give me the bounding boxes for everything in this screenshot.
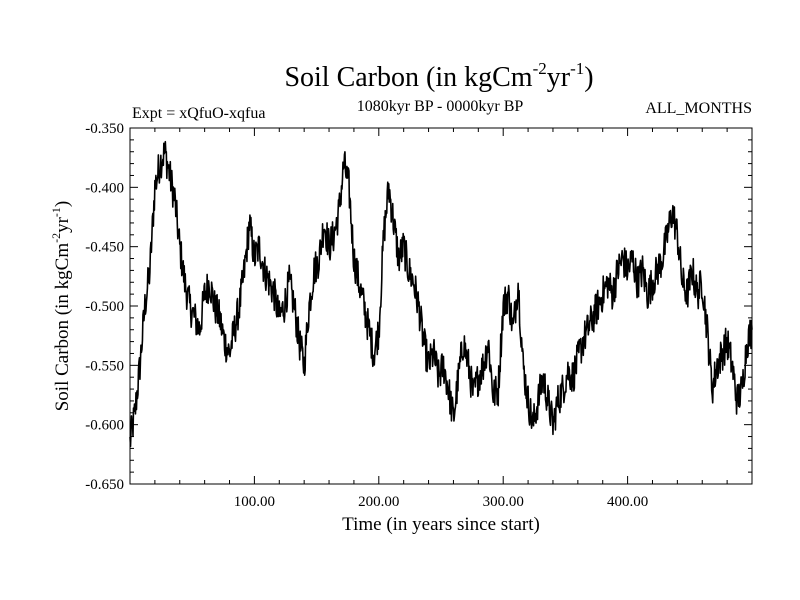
y-tick-label: -0.500: [85, 299, 124, 315]
plot-frame: [129, 127, 753, 485]
y-axis-label: Soil Carbon (in kgCm-2yr-1): [49, 201, 73, 412]
experiment-label: Expt = xQfuO-xqfua: [132, 105, 265, 122]
y-tick-label: -0.450: [85, 240, 124, 256]
y-tick-label: -0.550: [85, 358, 124, 374]
x-tick-label: 100.00: [234, 494, 275, 510]
series-group: [129, 140, 753, 448]
x-axis-label: Time (in years since start): [342, 514, 540, 535]
x-tick-label: 200.00: [358, 494, 399, 510]
period-label: 1080kyr BP - 0000kyr BP: [357, 98, 524, 115]
x-axis-ticks: 100.00 200.00 300.00 400.00: [154, 128, 728, 510]
y-tick-label: -0.400: [85, 180, 124, 196]
y-tick-label: -0.650: [85, 477, 124, 493]
x-tick-label: 400.00: [607, 494, 648, 510]
y-tick-label: -0.350: [85, 121, 124, 137]
y-tick-label: -0.600: [85, 418, 124, 434]
x-tick-label: 300.00: [483, 494, 524, 510]
months-label: ALL_MONTHS: [645, 100, 752, 117]
y-axis-ticks: -0.350 -0.400 -0.450 -0.500 -0.550 -0.600 -0.6…: [85, 121, 752, 493]
chart-title: Soil Carbon (in kgCm-2yr-1): [284, 59, 593, 93]
series-line: [129, 140, 753, 448]
